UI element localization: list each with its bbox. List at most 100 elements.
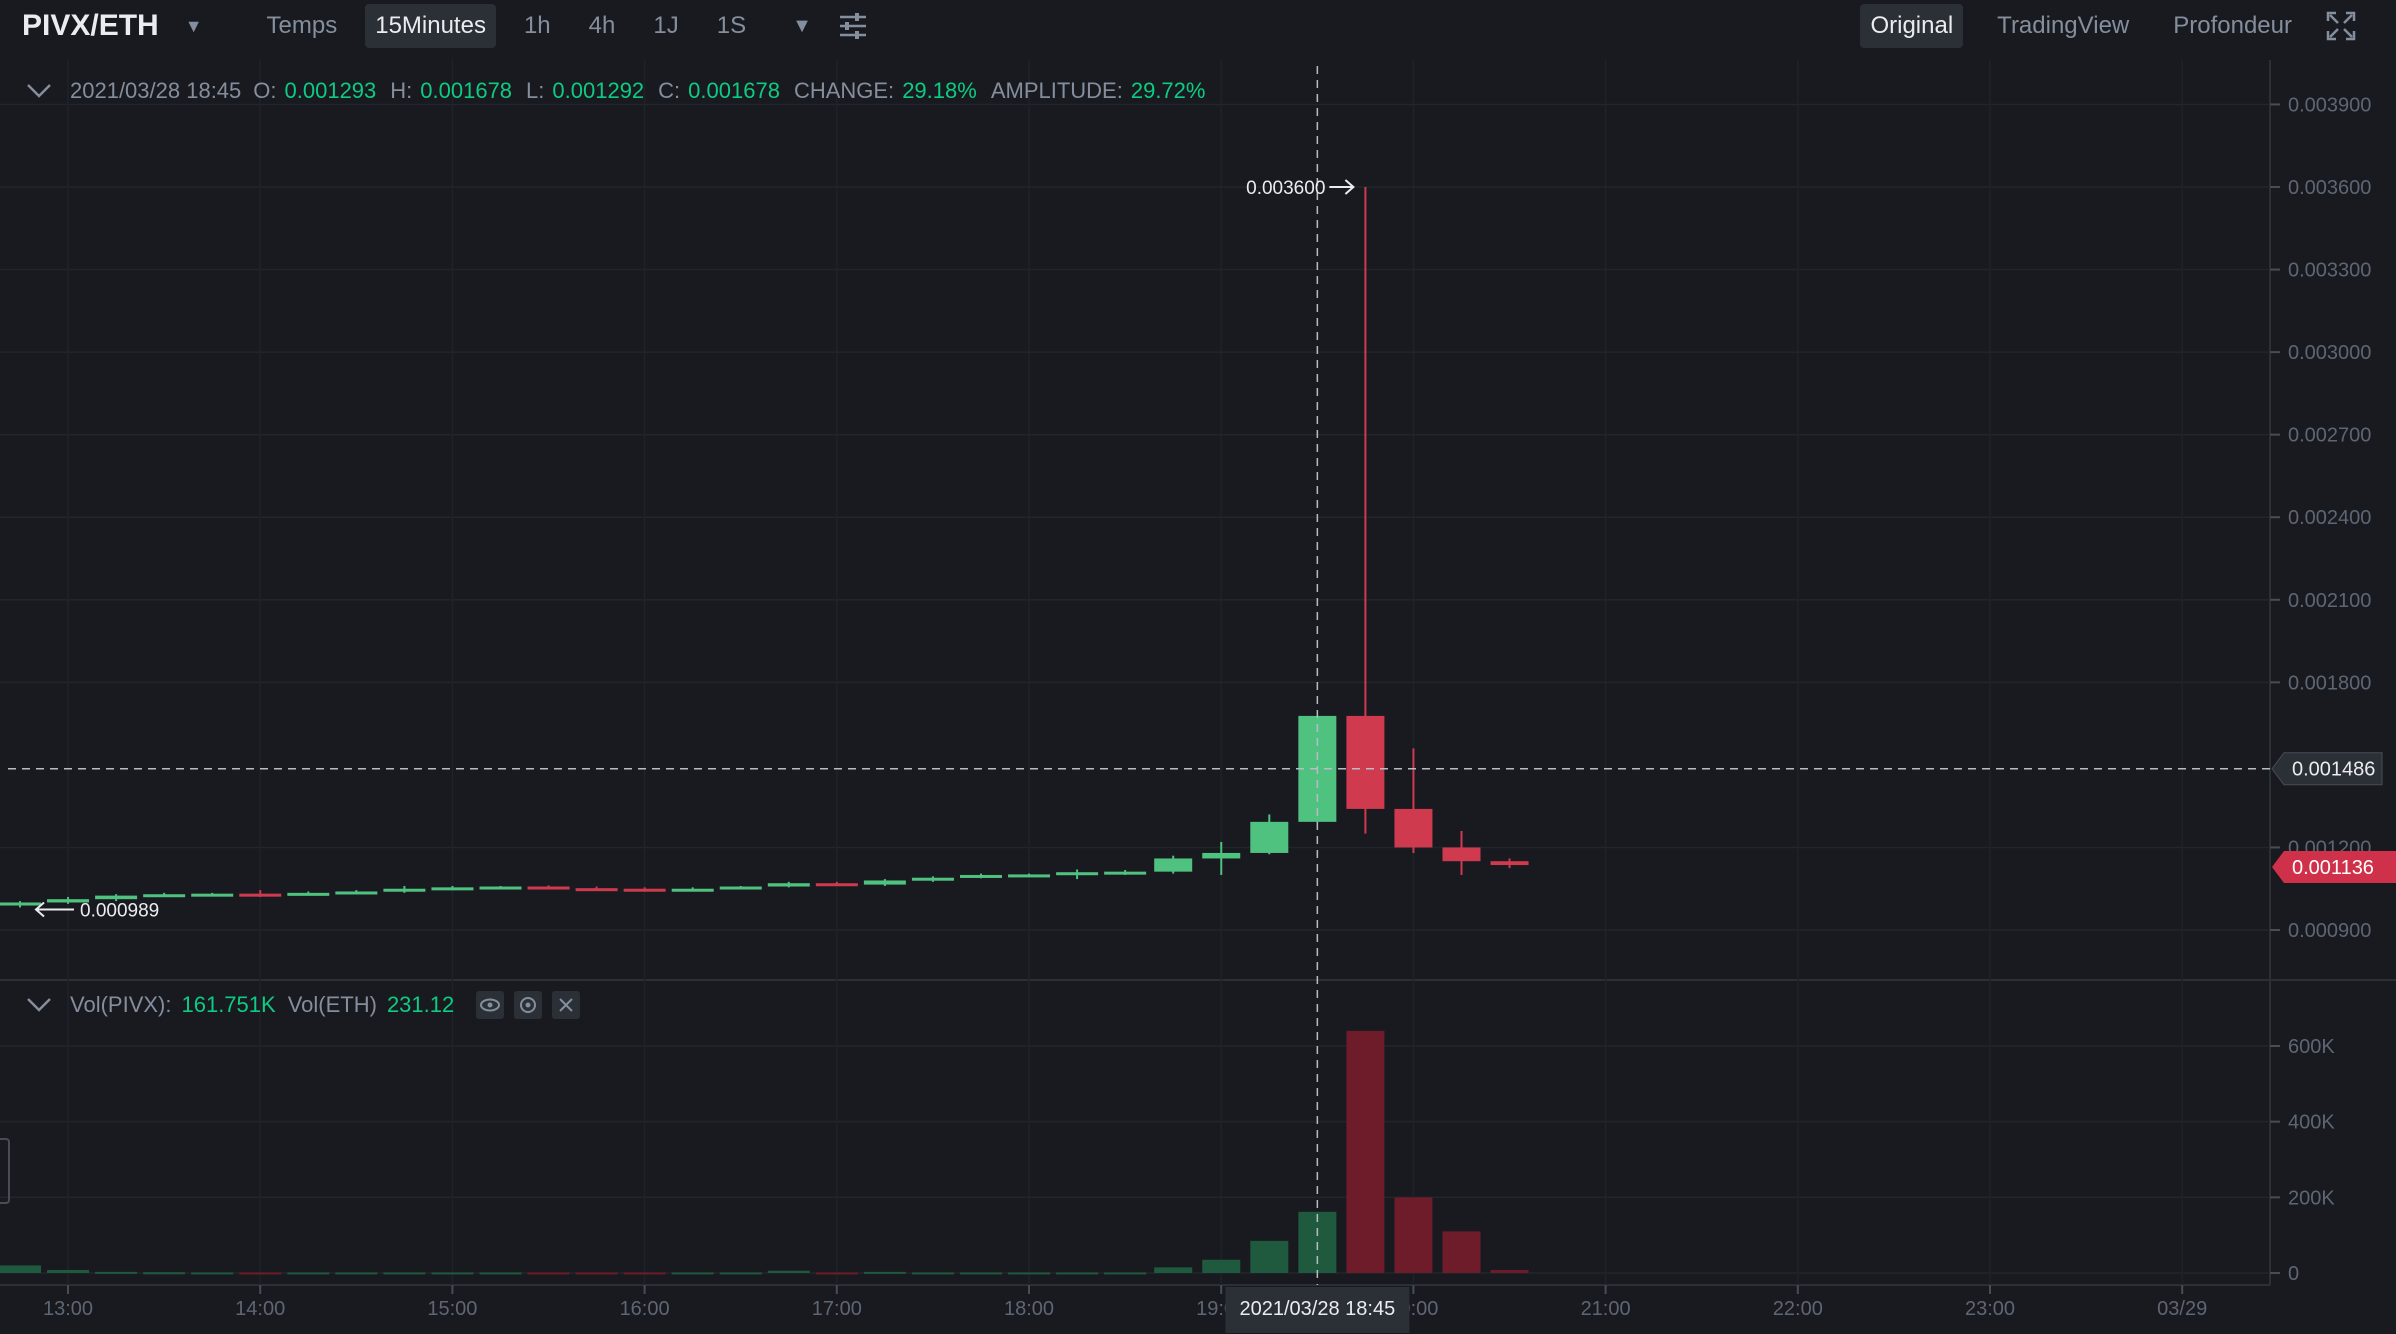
tab-15minutes[interactable]: 15Minutes	[365, 4, 496, 48]
tab-4h[interactable]: 4h	[588, 12, 616, 39]
volume-bar	[575, 1272, 618, 1275]
vol-eth-label: Vol(ETH)	[287, 992, 377, 1017]
volume-bar	[479, 1272, 522, 1275]
candle-body	[479, 886, 522, 890]
volume-bar	[287, 1272, 330, 1275]
tab-tradingview[interactable]: TradingView	[1997, 12, 2130, 39]
ohlc-date: 2021/03/28 18:45	[70, 78, 242, 103]
volume-bar	[431, 1272, 474, 1275]
price-tick-label: 0.003300	[2288, 260, 2371, 282]
volume-bar	[335, 1272, 378, 1275]
volume-bar	[1202, 1259, 1241, 1273]
time-tick-label: 23:00	[1965, 1298, 2015, 1320]
volume-bar	[239, 1272, 282, 1275]
candle-body	[719, 886, 762, 890]
high-value: 0.001678	[420, 78, 513, 103]
max-price-label: 0.003600	[1246, 178, 1325, 199]
candle-body	[1394, 808, 1433, 848]
volume-tick-label: 0	[2288, 1263, 2299, 1285]
last-price-badge	[2272, 851, 2396, 884]
volume-bar	[527, 1272, 570, 1275]
pair-title[interactable]: PIVX/ETH	[22, 9, 159, 42]
pair-dropdown-icon[interactable]: ▼	[184, 15, 203, 36]
close-value: 0.001678	[688, 78, 780, 103]
collapse-chevron-icon[interactable]	[26, 83, 52, 99]
more-timeframes-icon[interactable]: ▼	[792, 14, 812, 37]
crosshair-price-label: 0.001486	[2292, 759, 2375, 781]
visibility-eye-icon[interactable]	[476, 991, 505, 1019]
tab-1s[interactable]: 1S	[716, 12, 747, 39]
low-value: 0.001292	[552, 78, 645, 103]
volume-bar	[960, 1272, 1002, 1275]
candle-body	[815, 883, 858, 887]
price-tick-label: 0.003000	[2288, 342, 2371, 364]
volume-bar	[1154, 1267, 1193, 1273]
candle-body	[1490, 861, 1529, 866]
candle-body	[1250, 821, 1289, 853]
price-tick-label: 0.003900	[2288, 94, 2371, 116]
volume-bar	[383, 1272, 426, 1275]
change-value: 29.18%	[902, 78, 977, 103]
time-tick-label: 14:00	[235, 1298, 285, 1320]
min-price-label: 0.000989	[80, 901, 159, 922]
tab-temps[interactable]: Temps	[266, 12, 338, 39]
candle-body	[0, 902, 41, 906]
candle-body	[671, 888, 714, 892]
amplitude-label: AMPLITUDE:	[990, 78, 1123, 103]
volume-bar	[719, 1272, 762, 1275]
volume-bar	[815, 1272, 858, 1275]
open-value: 0.001293	[284, 78, 377, 103]
volume-bar	[0, 1265, 41, 1273]
candle-body	[1346, 715, 1385, 809]
tab-profondeur[interactable]: Profondeur	[2173, 12, 2292, 39]
volume-tick-label: 400K	[2288, 1112, 2335, 1134]
time-tick-label: 21:00	[1581, 1298, 1631, 1320]
time-tick-label: 03/29	[2157, 1298, 2207, 1320]
price-tick-label: 0.001800	[2288, 672, 2371, 694]
candle-body	[47, 899, 90, 903]
candle-body	[1442, 847, 1481, 862]
change-label: CHANGE:	[793, 78, 895, 103]
volume-tick-label: 200K	[2288, 1187, 2335, 1209]
candle-body	[575, 888, 618, 892]
candle-body	[911, 877, 954, 881]
candle-body	[1202, 852, 1241, 859]
amplitude-value: 29.72%	[1130, 78, 1206, 103]
settings-sliders-icon[interactable]	[838, 12, 868, 40]
candle-body	[335, 891, 378, 895]
volume-bar	[911, 1272, 954, 1275]
volume-bar	[1490, 1269, 1529, 1273]
volume-bar	[1442, 1231, 1481, 1273]
indicator-settings-icon[interactable]	[514, 991, 543, 1019]
volume-bar	[767, 1270, 810, 1273]
vol-pivx-label: Vol(PIVX):	[70, 992, 172, 1017]
candle-body	[1104, 871, 1147, 875]
low-label: L:	[526, 78, 545, 103]
candle-body	[191, 893, 234, 897]
close-indicator-icon[interactable]	[552, 991, 581, 1019]
volume-bar	[143, 1272, 186, 1275]
volume-info-bar: Vol(PIVX): 161.751K Vol(ETH) 231.12	[26, 988, 581, 1022]
tab-1h[interactable]: 1h	[523, 12, 551, 39]
candle-body	[1056, 872, 1099, 876]
candle-body	[143, 894, 186, 898]
volume-bar	[1394, 1197, 1433, 1273]
candle-body	[1008, 874, 1051, 878]
price-tick-label: 0.000900	[2288, 920, 2371, 942]
volume-bar	[623, 1272, 666, 1275]
volume-bar	[95, 1271, 138, 1274]
max-arrow-head	[1344, 179, 1355, 195]
tab-1j[interactable]: 1J	[653, 12, 679, 39]
candle-body	[95, 895, 138, 900]
side-panel-handle[interactable]	[0, 1138, 10, 1204]
candle-body	[287, 892, 330, 896]
volume-bar	[47, 1269, 90, 1273]
collapse-volume-chevron-icon[interactable]	[26, 997, 52, 1013]
fullscreen-icon[interactable]	[2326, 11, 2356, 41]
volume-bar	[863, 1271, 906, 1274]
tab-original[interactable]: Original	[1860, 4, 1964, 48]
price-tick-label: 0.003600	[2288, 177, 2371, 199]
volume-bar	[1346, 1030, 1385, 1273]
time-tick-label: 13:00	[43, 1298, 93, 1320]
